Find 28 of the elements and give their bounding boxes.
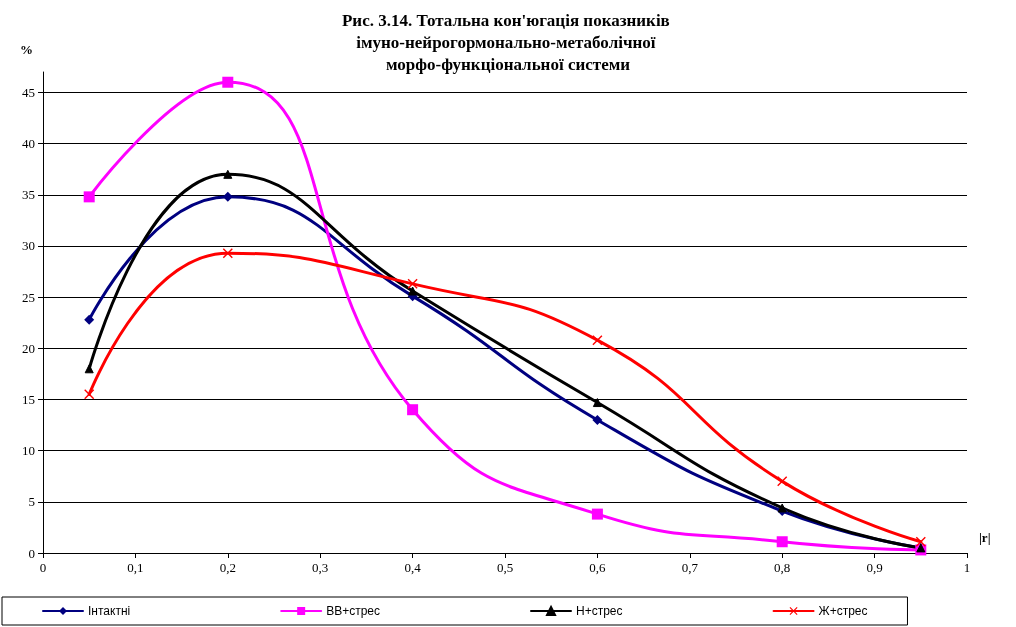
x-tick-label: 0,4 [404, 560, 422, 575]
y-tick-label: 10 [22, 443, 35, 459]
x-tick-label: 1 [963, 560, 971, 575]
y-tick-label: 30 [22, 238, 35, 254]
legend-label: Ж+стрес [818, 604, 868, 618]
y-axis-title: % [20, 42, 33, 57]
y-tick-label: 15 [22, 391, 35, 407]
x-tick-label: 0,2 [219, 560, 236, 575]
legend-label: ВВ+стрес [326, 604, 381, 618]
x-tick-label: 0,9 [866, 560, 883, 575]
chart-title: Рис. 3.14. Тотальна кон'югація показників імуно-нейрогормонально-метаболічної морфо-функціональної системи [341, 10, 675, 74]
y-tick-label: 45 [22, 84, 35, 100]
x-tick-label: 0,7 [681, 560, 699, 575]
x-tick-label: 0,3 [312, 560, 329, 575]
x-tick-label: 0 [39, 560, 47, 575]
x-tick-label: 0,8 [774, 560, 791, 575]
y-tick-label: 35 [22, 187, 35, 203]
y-tick-label: 0 [28, 545, 35, 561]
x-tick-label: 0,6 [589, 560, 607, 575]
x-tick-label: 0,5 [496, 560, 514, 575]
legend-label: Н+стрес [576, 604, 623, 618]
legend-label: Інтактні [88, 604, 131, 618]
x-tick-label: 0,1 [127, 560, 144, 575]
x-axis-title: |r| [979, 530, 991, 545]
y-tick-label: 20 [22, 340, 35, 356]
y-tick-label: 25 [22, 289, 35, 305]
y-tick-label: 40 [22, 136, 35, 152]
y-tick-label: 5 [28, 494, 35, 510]
